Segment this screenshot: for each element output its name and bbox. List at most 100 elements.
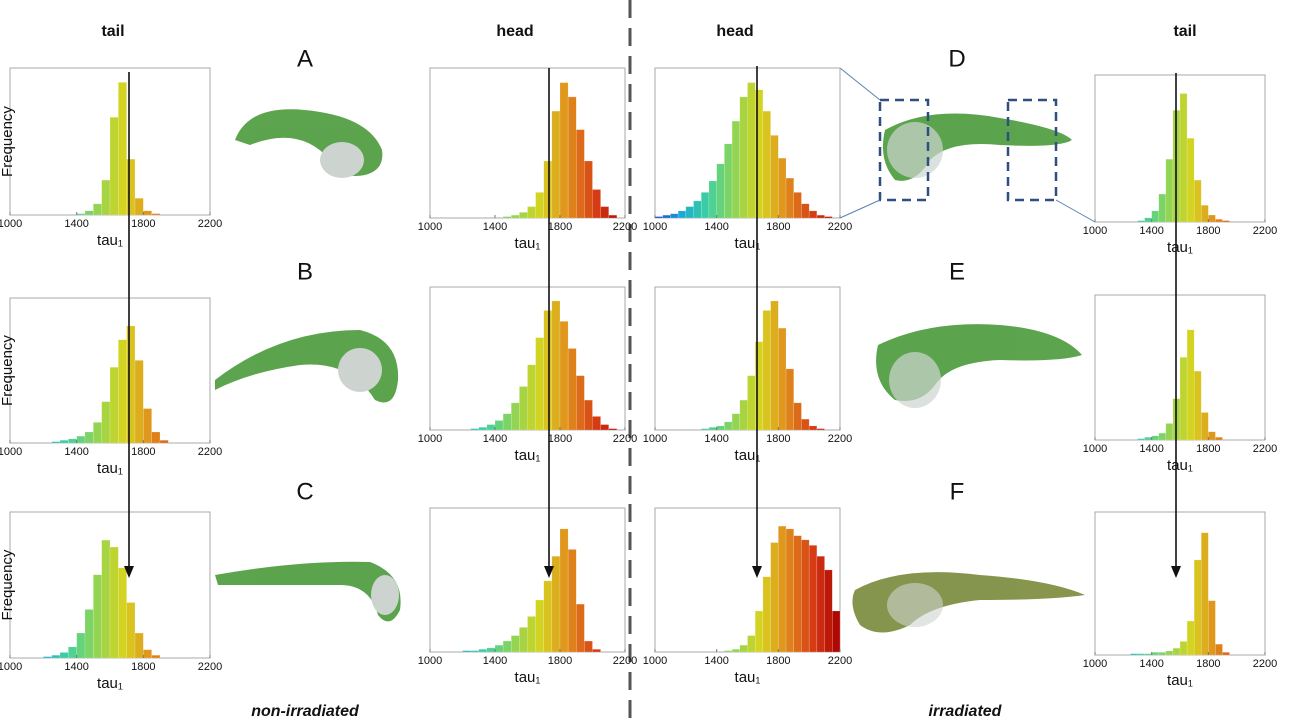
x-axis-label: tau₁	[515, 669, 541, 686]
bar	[84, 431, 94, 444]
x-tick-label: 1000	[0, 661, 22, 673]
yolk	[887, 583, 943, 627]
x-tick-label: 1000	[1083, 225, 1107, 237]
bar	[502, 413, 512, 431]
embryos	[215, 109, 1085, 633]
x-axis-label: tau₁	[1167, 672, 1193, 689]
x-tick-label: 2200	[1253, 225, 1277, 237]
bar	[567, 549, 577, 653]
x-tick-label: 1400	[483, 221, 507, 233]
bar	[151, 654, 161, 659]
bar	[808, 425, 818, 431]
bar	[134, 197, 144, 216]
bar	[724, 143, 733, 219]
bar	[731, 413, 741, 431]
bar	[486, 424, 496, 431]
bar	[535, 337, 544, 431]
x-tick-label: 1400	[483, 655, 507, 667]
bar	[1158, 652, 1167, 656]
bar	[543, 580, 553, 653]
bar	[576, 375, 585, 431]
bar	[608, 214, 618, 219]
bar	[109, 116, 119, 216]
arrowheads	[124, 566, 1181, 578]
charts: 1000 1400 1800 2200 tau₁ Frequency 1000 1400 180…	[0, 67, 1277, 692]
bar	[478, 649, 488, 653]
bar	[1144, 653, 1152, 656]
bar	[502, 640, 512, 653]
x-tick-label: 1400	[64, 446, 88, 458]
x-tick-label: 1000	[418, 221, 442, 233]
bar	[519, 627, 528, 653]
bar	[1151, 210, 1159, 223]
bar	[1208, 214, 1216, 223]
bar	[1208, 431, 1216, 441]
x-tick-label: 1400	[1139, 658, 1163, 670]
bar	[1222, 220, 1230, 223]
bar	[708, 427, 717, 431]
x-tick-label: 1800	[766, 655, 790, 667]
bar	[1222, 652, 1230, 656]
x-axis-label: tau₁	[515, 235, 541, 252]
connector	[839, 199, 881, 219]
bar	[118, 82, 127, 216]
bar	[93, 422, 102, 444]
bar	[1158, 432, 1167, 441]
bar	[494, 644, 504, 653]
bar	[1144, 436, 1152, 441]
bar	[478, 427, 488, 431]
bar	[101, 179, 111, 216]
bar	[754, 610, 764, 653]
bar	[778, 157, 787, 219]
x-tick-label: 2200	[613, 433, 637, 445]
x-tick-label: 1400	[704, 655, 728, 667]
bar	[793, 402, 802, 431]
bar	[731, 120, 741, 219]
bar	[824, 216, 833, 219]
column-header: tail	[1173, 23, 1196, 40]
bar	[543, 160, 553, 219]
bar	[1186, 620, 1195, 656]
bar	[701, 428, 710, 431]
bar	[59, 439, 69, 444]
x-tick-label: 1400	[704, 433, 728, 445]
arrowhead	[752, 566, 762, 578]
bar	[59, 652, 69, 659]
bar	[584, 160, 593, 219]
bar	[739, 96, 748, 219]
x-tick-label: 1400	[64, 661, 88, 673]
bar	[1179, 93, 1188, 223]
bar	[754, 89, 764, 219]
panel-label: C	[296, 478, 313, 505]
bar	[762, 310, 771, 431]
bar	[762, 576, 771, 653]
bar	[551, 110, 561, 219]
bar	[502, 216, 512, 219]
bar	[535, 192, 544, 219]
yolk	[889, 352, 941, 408]
bar	[143, 649, 152, 659]
bar	[1151, 652, 1159, 656]
connector	[839, 67, 881, 101]
bar	[592, 416, 601, 431]
panel-label: E	[949, 258, 965, 285]
bar	[1193, 179, 1202, 223]
x-tick-label: 1000	[418, 433, 442, 445]
bar	[762, 110, 771, 219]
bar	[808, 545, 818, 653]
bar	[109, 546, 119, 659]
bar	[543, 310, 553, 431]
x-axis-label: tau₁	[515, 447, 541, 464]
bar	[747, 82, 756, 219]
plot-frame	[1094, 511, 1266, 656]
bar	[670, 213, 679, 219]
bar	[754, 341, 764, 431]
column-header: head	[496, 23, 533, 40]
bar	[93, 203, 102, 216]
bar	[1165, 423, 1174, 441]
bar	[816, 555, 825, 653]
y-axis-label: Frequency	[0, 106, 16, 177]
x-tick-label: 1400	[704, 221, 728, 233]
x-tick-label: 1800	[1196, 225, 1220, 237]
